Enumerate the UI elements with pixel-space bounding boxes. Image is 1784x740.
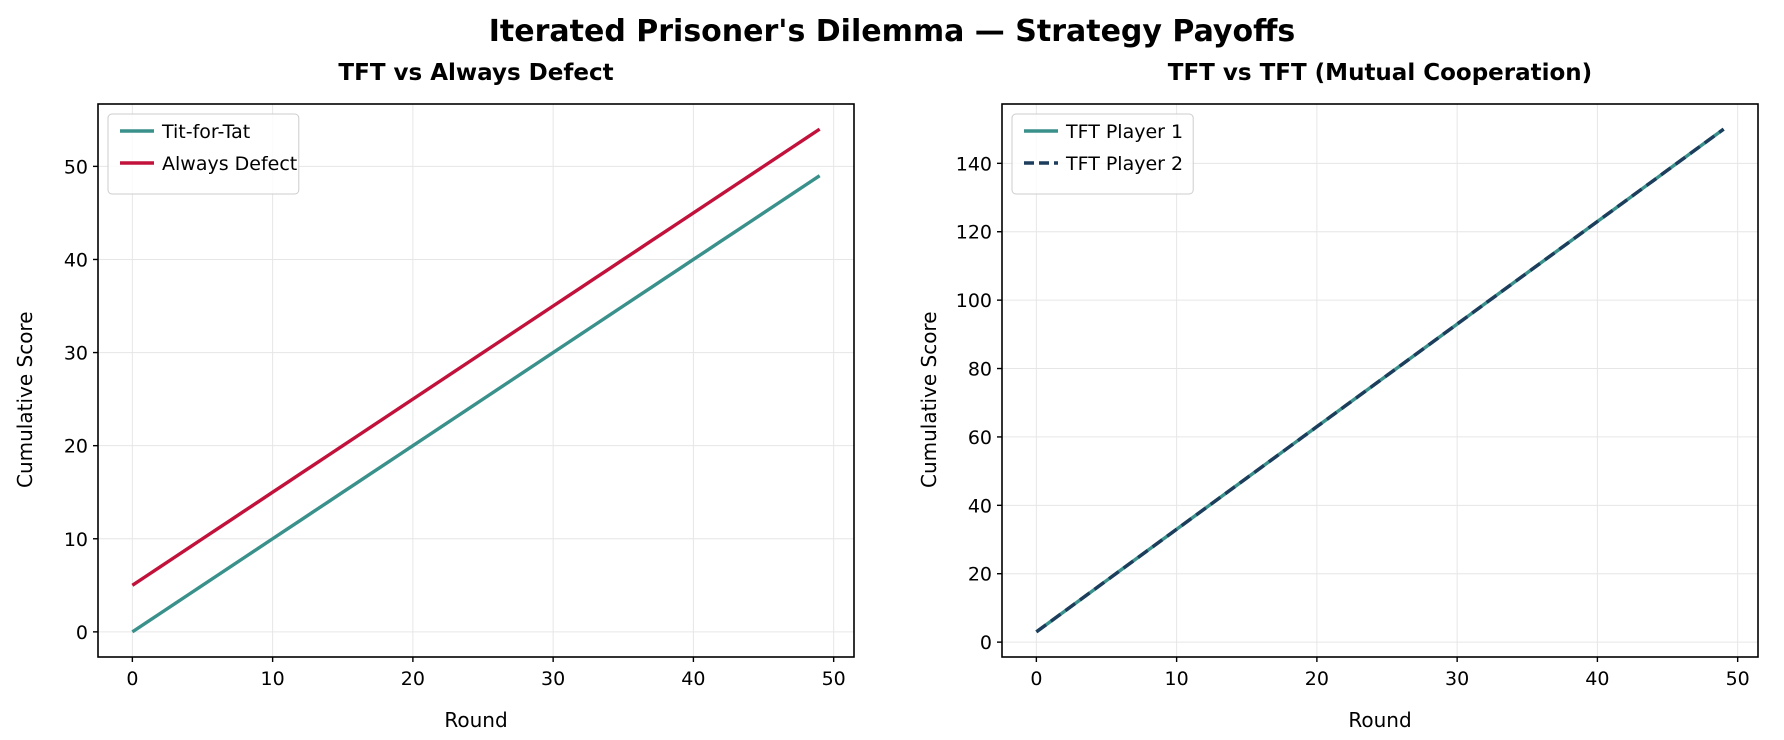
chart-title-right: TFT vs TFT (Mutual Cooperation) [1167, 60, 1593, 86]
y-tick-label: 20 [64, 436, 88, 458]
charts-row: TFT vs Always Defect Cumulative Score 0 1… [0, 54, 1784, 737]
series-line-1 [1035, 127, 1725, 634]
y-tick-label: 0 [76, 622, 88, 644]
x-tick-label: 10 [1165, 668, 1189, 690]
line-plot-right: 0 10 20 30 40 50 0 20 40 60 80 100 120 140 TFT Player … [956, 103, 1759, 690]
chart-title-left: TFT vs Always Defect [338, 60, 614, 86]
x-tick-label: 50 [1726, 668, 1750, 690]
x-axis-label-right: Round [1348, 708, 1412, 732]
x-tick-label: 10 [261, 668, 285, 690]
x-axis-label-left: Round [444, 708, 508, 732]
x-tick-label: 40 [1585, 668, 1609, 690]
legend-box [1011, 113, 1194, 195]
x-tick-label: 20 [401, 668, 425, 690]
x-tick-label: 20 [1305, 668, 1329, 690]
y-tick-label: 30 [64, 343, 88, 365]
y-tick-label: 60 [968, 427, 992, 449]
x-tick-label: 30 [541, 668, 565, 690]
x-tick-label: 50 [822, 668, 846, 690]
figure-title: Iterated Prisoner's Dilemma — Strategy P… [488, 14, 1296, 49]
legend-label-1: Always Defect [162, 153, 297, 175]
y-tick-label: 50 [64, 156, 88, 178]
x-tick-label: 0 [126, 668, 138, 690]
legend-label-1: TFT Player 2 [1065, 153, 1183, 175]
legend-label-0: Tit-for-Tat [161, 121, 250, 143]
plot-spine [97, 103, 855, 658]
x-tick-label: 30 [1445, 668, 1469, 690]
chart-panel-right: TFT vs TFT (Mutual Cooperation) Cumulati… [914, 54, 1774, 737]
y-axis-label-left: Cumulative Score [13, 311, 37, 488]
chart-panel-left: TFT vs Always Defect Cumulative Score 0 1… [10, 54, 870, 737]
y-tick-label: 20 [968, 564, 992, 586]
y-tick-label: 100 [956, 290, 992, 312]
line-plot-left: 0 10 20 30 40 50 0 10 20 30 40 50 Tit-for-Tat Always … [64, 103, 855, 690]
y-tick-label: 120 [956, 222, 992, 244]
series-line-1 [131, 127, 821, 587]
y-tick-label: 10 [64, 529, 88, 551]
legend-label-0: TFT Player 1 [1065, 121, 1183, 143]
x-tick-label: 0 [1030, 668, 1042, 690]
series-line-0 [131, 174, 821, 634]
plot-row-left: Cumulative Score 0 10 20 30 40 50 0 10 20 30 40 50 T… [10, 92, 870, 707]
legend-box [107, 113, 300, 195]
y-tick-label: 40 [968, 495, 992, 517]
y-tick-label: 40 [64, 249, 88, 271]
y-tick-label: 140 [956, 153, 992, 175]
x-tick-label: 40 [681, 668, 705, 690]
y-tick-label: 0 [980, 632, 992, 654]
y-axis-label-right: Cumulative Score [917, 311, 941, 488]
plot-spine [1001, 103, 1759, 658]
y-tick-label: 80 [968, 359, 992, 381]
plot-row-right: Cumulative Score 0 10 20 30 40 50 0 20 40 60 80 100… [914, 92, 1774, 707]
